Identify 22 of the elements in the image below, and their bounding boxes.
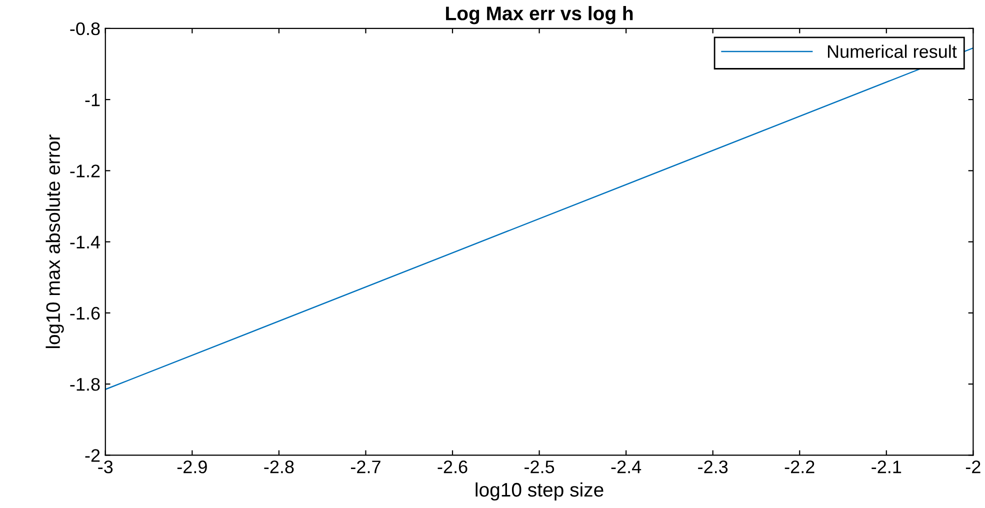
x-tick-label: -2.3 [698,460,728,474]
legend-label: Numerical result [828,44,957,58]
y-tick-label: -2 [85,449,100,462]
x-tick-label: -2.7 [350,460,380,474]
y-tick-label: -1 [85,94,100,106]
y-tick-label: -1.2 [70,164,100,178]
y-tick-label: -1.4 [70,236,100,248]
x-tick-label: -2.4 [611,460,642,474]
x-axis-title: log10 step size [476,482,604,501]
x-tick-label: -2.6 [438,460,468,474]
x-tick-label: -2.9 [177,460,207,474]
chart-title: Log Max err vs log h [446,6,633,24]
x-tick-label: -3 [98,460,113,474]
y-tick-label: -1.8 [70,378,100,391]
y-tick-label: -0.8 [70,22,100,36]
x-tick-label: -2.5 [524,460,554,474]
x-tick-label: -2.8 [264,460,294,474]
x-tick-label: -2 [966,460,980,474]
x-tick-label: -2.2 [784,460,814,474]
y-tick-label: -1.6 [70,306,100,320]
y-axis-title: log10 max absolute error [46,134,64,348]
x-tick-label: -2.1 [872,460,902,474]
